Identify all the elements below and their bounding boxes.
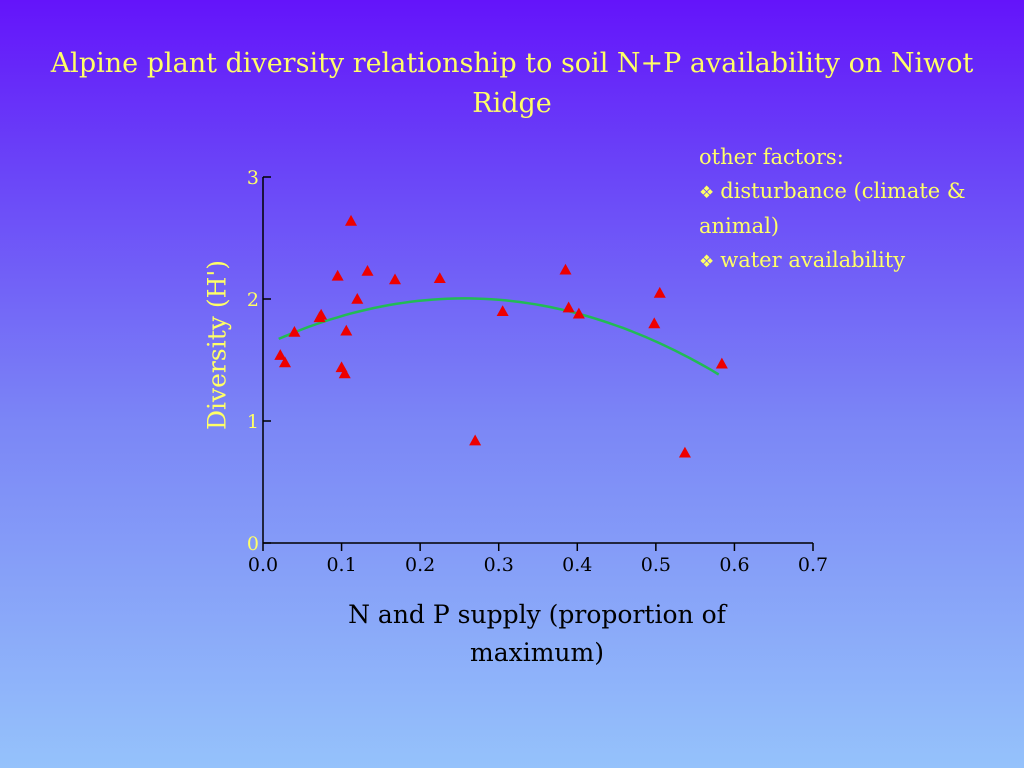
x-tick-label: 0.6 bbox=[719, 554, 749, 576]
y-tick-label: 3 bbox=[247, 167, 259, 189]
factor-item-water: ❖ water availability bbox=[699, 244, 1009, 280]
data-point-triangle bbox=[315, 308, 328, 320]
data-point-triangle bbox=[562, 301, 575, 313]
x-tick-label: 0.5 bbox=[641, 554, 671, 576]
other-factors-heading: other factors: bbox=[699, 145, 844, 169]
data-point-triangle bbox=[274, 349, 287, 360]
y-tick-label: 2 bbox=[247, 289, 259, 311]
factor-item-label: water availability bbox=[720, 247, 906, 272]
data-point-triangle bbox=[389, 273, 401, 285]
x-tick-label: 0.1 bbox=[326, 554, 356, 576]
factor-item-disturbance: ❖ disturbance (climate & animal) bbox=[699, 175, 1009, 244]
data-point-triangle bbox=[288, 325, 301, 337]
data-point-triangle bbox=[572, 307, 585, 319]
y-tick-label: 1 bbox=[247, 411, 259, 433]
y-tick-label: 0 bbox=[247, 533, 259, 555]
x-tick-label: 0.3 bbox=[484, 554, 514, 576]
other-factors-box: other factors: ❖ disturbance (climate & a… bbox=[699, 141, 1009, 279]
data-point-triangle bbox=[338, 367, 351, 379]
diamond-bullet-icon: ❖ bbox=[699, 182, 715, 203]
diamond-bullet-icon: ❖ bbox=[699, 251, 715, 272]
x-tick-label: 0.7 bbox=[798, 554, 828, 576]
data-point-triangle bbox=[340, 324, 353, 336]
slide-title: Alpine plant diversity relationship to s… bbox=[50, 48, 974, 119]
fit-curve bbox=[278, 297, 720, 376]
data-point-triangle bbox=[678, 446, 691, 458]
x-tick-label: 0.2 bbox=[405, 554, 435, 576]
data-point-triangle bbox=[653, 286, 666, 298]
data-point-triangle bbox=[715, 357, 728, 369]
data-point-triangle bbox=[648, 317, 661, 329]
data-point-triangle bbox=[331, 269, 344, 281]
data-point-triangle bbox=[559, 263, 572, 275]
x-tick-label: 0.0 bbox=[248, 554, 278, 576]
data-point-triangle bbox=[361, 264, 374, 276]
data-point-triangle bbox=[345, 214, 357, 226]
data-point-triangle bbox=[469, 434, 482, 446]
x-tick-label: 0.4 bbox=[562, 554, 592, 576]
data-point-triangle bbox=[351, 293, 364, 304]
x-axis-label: N and P supply (proportion of maximum) bbox=[348, 600, 726, 667]
data-point-triangle bbox=[496, 305, 509, 316]
factor-item-label: disturbance (climate & animal) bbox=[699, 178, 966, 239]
data-point-triangle bbox=[433, 272, 446, 284]
data-point-triangle bbox=[279, 356, 291, 368]
